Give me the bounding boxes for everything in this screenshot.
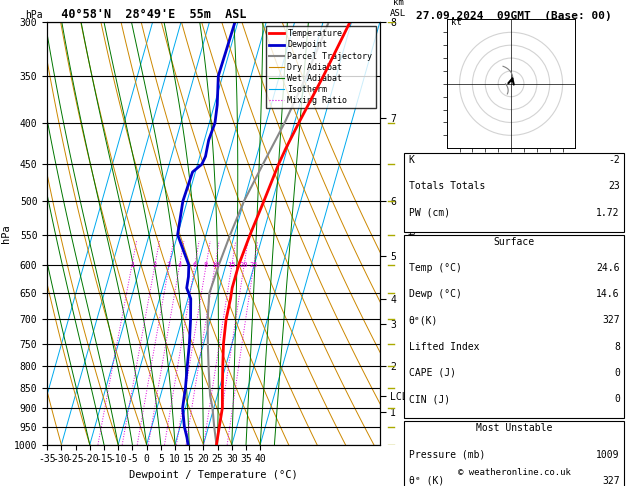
Text: CIN (J): CIN (J) [409, 394, 450, 404]
Text: K: K [409, 155, 415, 165]
Text: Pressure (mb): Pressure (mb) [409, 450, 485, 460]
Text: PW (cm): PW (cm) [409, 208, 450, 218]
Text: km
ASL: km ASL [390, 0, 406, 17]
Text: 14.6: 14.6 [596, 289, 620, 299]
Text: 2: 2 [153, 262, 157, 268]
Text: Temp (°C): Temp (°C) [409, 263, 462, 273]
Legend: Temperature, Dewpoint, Parcel Trajectory, Dry Adiabat, Wet Adiabat, Isotherm, Mi: Temperature, Dewpoint, Parcel Trajectory… [265, 26, 376, 108]
Text: Totals Totals: Totals Totals [409, 181, 485, 191]
Text: 0: 0 [614, 394, 620, 404]
Text: θᵉ (K): θᵉ (K) [409, 476, 444, 486]
Bar [404, 235, 625, 418]
Text: 1.72: 1.72 [596, 208, 620, 218]
Text: 8: 8 [614, 342, 620, 352]
Text: 10: 10 [211, 262, 220, 268]
Text: θᵉ(K): θᵉ(K) [409, 315, 438, 326]
Text: 40°58'N  28°49'E  55m  ASL: 40°58'N 28°49'E 55m ASL [47, 8, 247, 21]
Text: Surface: Surface [494, 237, 535, 247]
Text: Dewp (°C): Dewp (°C) [409, 289, 462, 299]
Text: © weatheronline.co.uk: © weatheronline.co.uk [458, 468, 571, 477]
Text: 8: 8 [204, 262, 208, 268]
Text: hPa: hPa [26, 10, 43, 20]
Text: 23: 23 [608, 181, 620, 191]
Text: kt: kt [450, 17, 461, 27]
Bar [404, 421, 625, 486]
Text: 0: 0 [614, 368, 620, 378]
Text: 24.6: 24.6 [596, 263, 620, 273]
Text: Mixing Ratio (g/kg): Mixing Ratio (g/kg) [409, 182, 418, 284]
Text: 3: 3 [167, 262, 171, 268]
Y-axis label: hPa: hPa [1, 224, 11, 243]
Text: 1: 1 [130, 262, 134, 268]
Text: Lifted Index: Lifted Index [409, 342, 479, 352]
Text: 25: 25 [250, 262, 258, 268]
Text: 327: 327 [602, 315, 620, 326]
Text: 15: 15 [228, 262, 236, 268]
Text: -2: -2 [608, 155, 620, 165]
Text: 1009: 1009 [596, 450, 620, 460]
Text: 4: 4 [177, 262, 182, 268]
Text: 20: 20 [240, 262, 248, 268]
Text: Most Unstable: Most Unstable [476, 423, 552, 434]
Text: 327: 327 [602, 476, 620, 486]
Text: 27.09.2024  09GMT  (Base: 00): 27.09.2024 09GMT (Base: 00) [416, 11, 612, 21]
Bar [404, 153, 625, 232]
Text: 6: 6 [192, 262, 197, 268]
X-axis label: Dewpoint / Temperature (°C): Dewpoint / Temperature (°C) [129, 470, 298, 480]
Text: CAPE (J): CAPE (J) [409, 368, 455, 378]
